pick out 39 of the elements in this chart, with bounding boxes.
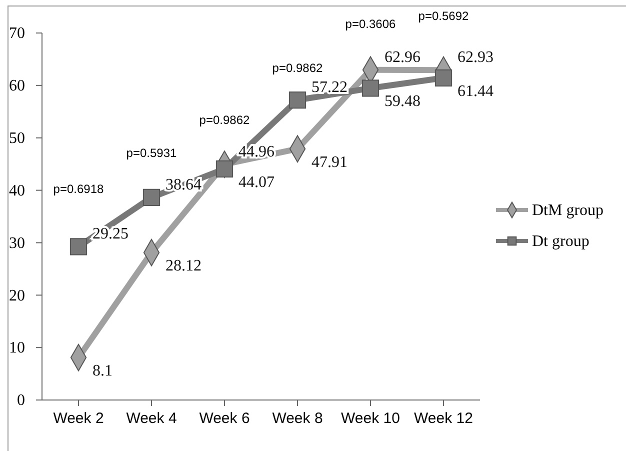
annotation: p=0.9862 bbox=[199, 113, 250, 127]
point bbox=[142, 188, 160, 206]
data-label: 62.93 bbox=[458, 49, 494, 66]
legend-label: Dt group bbox=[532, 233, 590, 250]
data-label: 28.12 bbox=[166, 258, 202, 275]
legend-label: DtM group bbox=[532, 202, 604, 219]
x-tick-label: Week 8 bbox=[272, 410, 323, 427]
y-tick-label: 10 bbox=[9, 340, 25, 357]
data-label: 57.22 bbox=[312, 79, 348, 96]
text: p=0.5692 bbox=[418, 9, 470, 23]
annotation: p=0.9862 bbox=[272, 61, 324, 75]
y-tick-label: 70 bbox=[9, 25, 25, 42]
data-label: 8.1 bbox=[92, 362, 112, 380]
x-tick-label: Week 4 bbox=[126, 410, 177, 427]
data-label: 61.44 bbox=[458, 82, 494, 100]
y-tick-label: 0 bbox=[17, 392, 25, 410]
y-tick-label: 40 bbox=[9, 182, 25, 200]
data-label: 62.96 bbox=[384, 48, 420, 66]
data-label: 47.91 bbox=[312, 154, 348, 171]
y-tick-label: 60 bbox=[9, 78, 25, 95]
text: p=0.3606 bbox=[345, 17, 396, 31]
x-tick-label: Week 6 bbox=[199, 410, 250, 427]
point bbox=[70, 238, 88, 256]
point bbox=[288, 91, 306, 109]
annotation: p=0.5931 bbox=[126, 146, 178, 160]
data-label: 38.64 bbox=[166, 176, 202, 194]
y-tick-label: 30 bbox=[9, 234, 25, 252]
annotation: p=0.6918 bbox=[53, 182, 104, 196]
point bbox=[434, 69, 452, 86]
y-tick-label: 20 bbox=[9, 287, 25, 304]
data-label: 44.96 bbox=[238, 143, 274, 160]
point bbox=[216, 160, 234, 178]
x-tick-label: Week 2 bbox=[53, 410, 104, 427]
point bbox=[362, 80, 380, 97]
y-tick-label: 50 bbox=[9, 130, 25, 147]
x-tick-label: Week 10 bbox=[341, 410, 400, 427]
data-label: 44.07 bbox=[238, 174, 274, 191]
x-tick-label: Week 12 bbox=[414, 410, 473, 427]
data-label: 59.48 bbox=[384, 93, 420, 110]
